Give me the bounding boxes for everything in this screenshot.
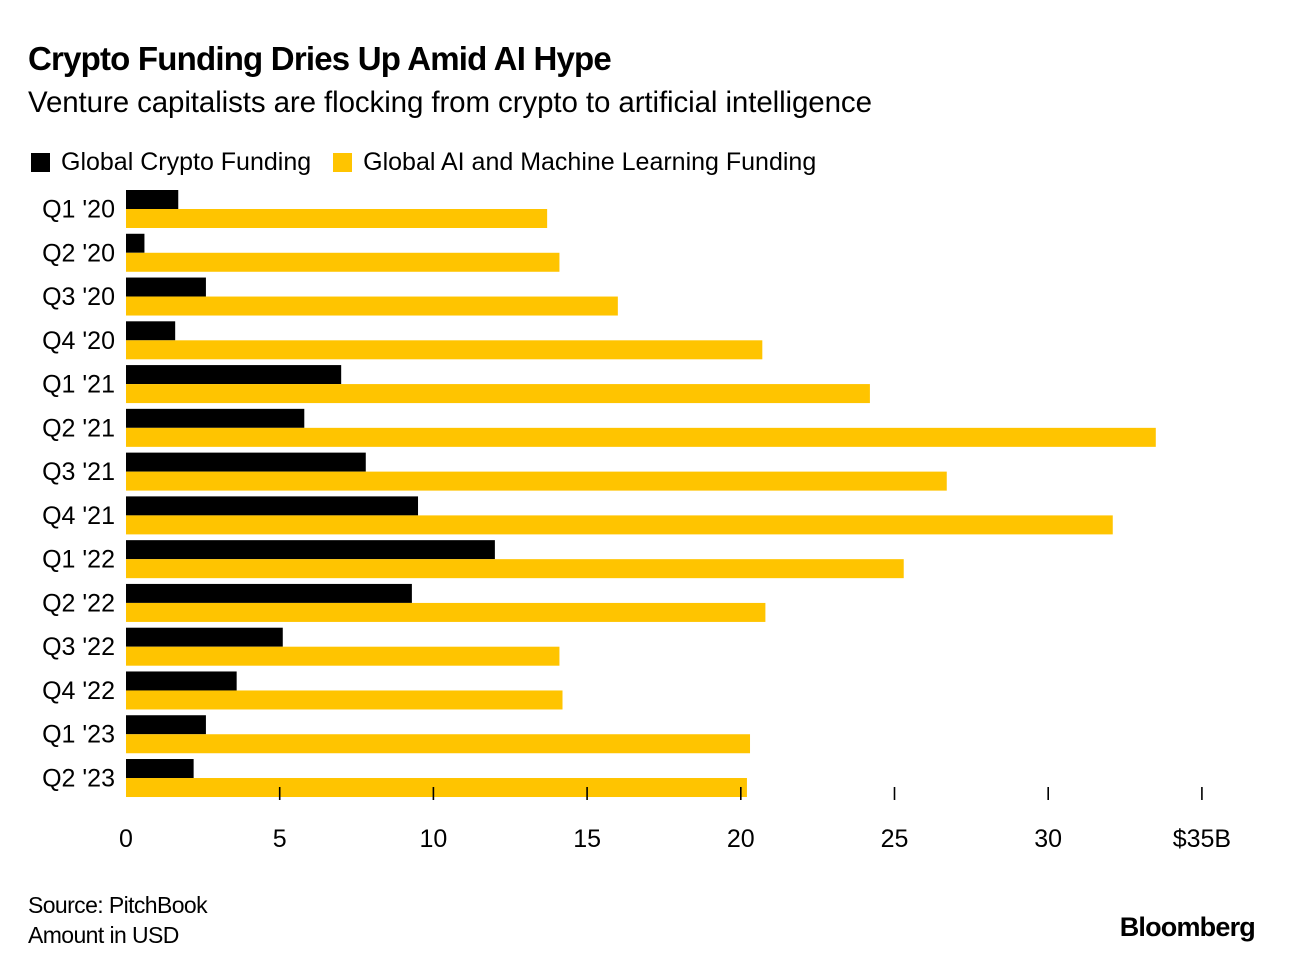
bar-crypto-q4-21 [126, 496, 419, 516]
y-tick-label: Q3 '21 [42, 458, 115, 486]
bar-ai-q3-20 [126, 296, 618, 316]
bar-ai-q1-23 [126, 734, 751, 754]
bloomberg-logo: Bloomberg [1119, 912, 1256, 942]
legend-item-ai: Global AI and Machine Learning Funding [333, 148, 816, 177]
bar-crypto-q3-21 [126, 452, 366, 472]
y-tick-label: Q3 '20 [42, 283, 115, 311]
legend-item-crypto: Global Crypto Funding [31, 148, 311, 177]
x-tick-label: 25 [881, 825, 909, 853]
y-tick-label: Q1 '21 [42, 371, 115, 399]
legend-swatch-crypto [31, 153, 50, 172]
bar-crypto-q2-22 [126, 583, 412, 603]
bar-ai-q4-22 [126, 690, 563, 710]
bar-crypto-q2-20 [126, 233, 145, 253]
y-tick-label: Q4 '22 [42, 677, 115, 705]
y-tick-label: Q1 '23 [42, 721, 115, 749]
x-tick-label: 15 [573, 825, 601, 853]
bar-crypto-q1-22 [126, 540, 495, 560]
bar-ai-q3-22 [126, 646, 560, 666]
bar-ai-q1-21 [126, 384, 870, 404]
bar-crypto-q3-22 [126, 627, 283, 647]
y-tick-label: Q1 '22 [42, 546, 115, 574]
bar-ai-q1-22 [126, 559, 904, 579]
bar-ai-q1-20 [126, 209, 548, 228]
bar-crypto-q1-20 [126, 190, 179, 209]
bar-ai-q2-20 [126, 252, 560, 272]
bar-ai-q2-22 [126, 602, 766, 622]
legend-swatch-ai [333, 153, 353, 172]
legend: Global Crypto Funding Global AI and Mach… [31, 148, 838, 177]
y-tick-label: Q2 '22 [42, 589, 115, 617]
bar-ai-q4-20 [126, 340, 763, 360]
y-tick-label: Q1 '20 [42, 196, 115, 224]
legend-label-crypto: Global Crypto Funding [61, 148, 312, 176]
unit-note: Amount in USD [28, 922, 179, 948]
source-note: Source: PitchBook [28, 892, 208, 918]
bar-ai-q2-23 [126, 778, 747, 798]
bar-crypto-q2-21 [126, 408, 305, 428]
bar-crypto-q1-21 [126, 365, 342, 385]
x-tick-label: $35B [1173, 825, 1231, 853]
bar-ai-q4-21 [126, 515, 1113, 535]
x-tick-label: 30 [1034, 825, 1062, 853]
x-tick-label: 20 [727, 825, 755, 853]
x-tick-label: 10 [419, 825, 447, 853]
chart-title: Crypto Funding Dries Up Amid AI Hype [28, 40, 612, 77]
bar-crypto-q3-20 [126, 277, 206, 297]
y-tick-label: Q4 '21 [42, 502, 115, 530]
bar-crypto-q4-20 [126, 321, 176, 341]
x-tick-label: 5 [273, 825, 287, 853]
x-tick-label: 0 [119, 825, 133, 853]
y-tick-label: Q2 '20 [42, 239, 115, 267]
bar-ai-q3-21 [126, 471, 947, 491]
chart-subtitle: Venture capitalists are flocking from cr… [28, 86, 872, 119]
bar-ai-q2-21 [126, 427, 1156, 447]
y-tick-label: Q2 '23 [42, 765, 115, 793]
y-tick-label: Q3 '22 [42, 633, 115, 661]
y-tick-label: Q4 '20 [42, 327, 115, 355]
legend-label-ai: Global AI and Machine Learning Funding [363, 148, 817, 176]
bar-crypto-q1-23 [126, 715, 206, 735]
footer: Source: PitchBook Amount in USD [28, 890, 208, 950]
bar-crypto-q2-23 [126, 759, 194, 779]
y-tick-label: Q2 '21 [42, 414, 115, 442]
bar-crypto-q4-22 [126, 671, 237, 691]
